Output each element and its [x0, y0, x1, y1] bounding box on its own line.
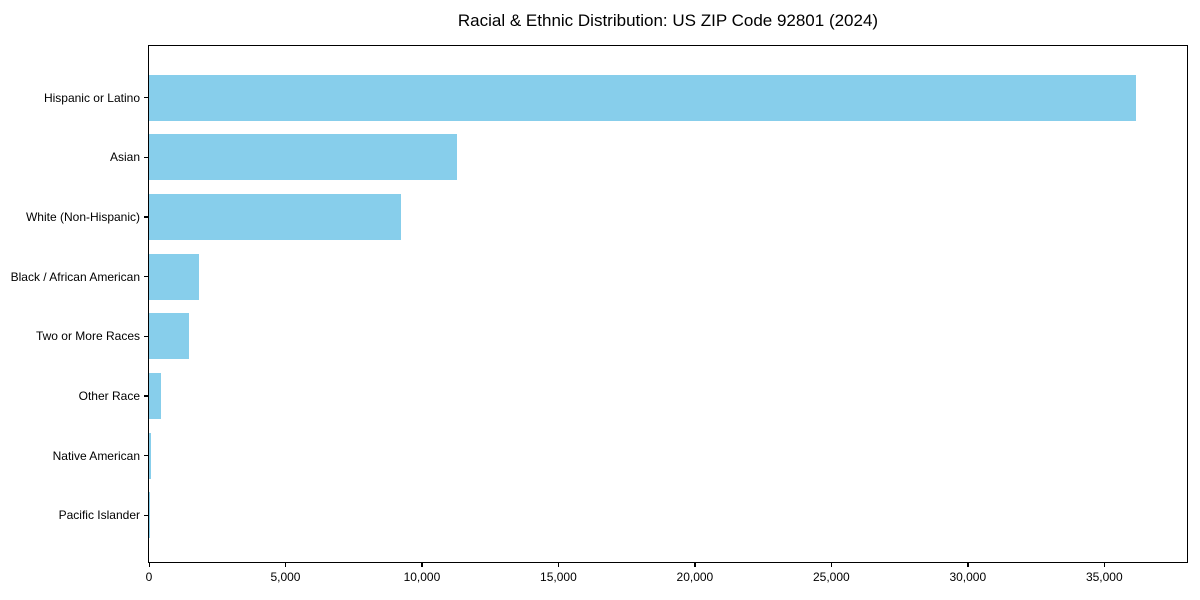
- x-tick-mark: [1103, 563, 1105, 567]
- y-tick-label-asian: Asian: [109, 150, 140, 165]
- y-tick-label-other-race: Other Race: [78, 388, 140, 403]
- bar-pacific-islander: [149, 492, 150, 539]
- x-tick-mark: [421, 563, 423, 567]
- y-tick-mark: [144, 276, 148, 278]
- x-tick-mark: [694, 563, 696, 567]
- y-tick-mark: [144, 335, 148, 337]
- y-tick-label-native-american: Native American: [52, 448, 140, 463]
- bar-white-non-hispanic: [149, 193, 401, 240]
- y-tick-label-black-african-american: Black / African American: [10, 269, 140, 284]
- y-tick-mark: [144, 97, 148, 99]
- plot-area: [148, 45, 1188, 563]
- y-tick-label-white-non-hispanic: White (Non-Hispanic): [25, 209, 140, 224]
- x-tick-mark: [284, 563, 287, 567]
- bar-other-race: [149, 372, 161, 419]
- bar-black-african-american: [149, 253, 199, 300]
- y-tick-mark: [144, 514, 148, 516]
- x-tick-label-25000: 25,000: [812, 570, 850, 584]
- x-tick-label-5000: 5,000: [270, 570, 301, 584]
- bar-native-american: [149, 432, 151, 479]
- chart-title: Racial & Ethnic Distribution: US ZIP Cod…: [457, 11, 879, 30]
- x-tick-label-20000: 20,000: [676, 570, 714, 584]
- bar-asian: [149, 134, 458, 181]
- y-tick-mark: [144, 216, 148, 218]
- bar-hispanic-or-latino: [149, 74, 1136, 121]
- y-tick-label-pacific-islander: Pacific Islander: [58, 508, 140, 523]
- y-tick-mark: [144, 156, 148, 158]
- x-tick-mark: [967, 563, 969, 567]
- bar-two-or-more-races: [149, 313, 189, 360]
- y-tick-mark: [144, 395, 148, 397]
- x-tick-label-10000: 10,000: [403, 570, 441, 584]
- x-tick-label-15000: 15,000: [540, 570, 577, 584]
- y-tick-label-two-or-more-races: Two or More Races: [35, 329, 140, 344]
- x-tick-mark: [557, 563, 560, 567]
- x-tick-mark: [830, 563, 833, 567]
- x-tick-label-30000: 30,000: [949, 570, 987, 584]
- x-tick-label-0: 0: [145, 570, 153, 584]
- x-tick-label-35000: 35,000: [1085, 570, 1123, 584]
- x-tick-mark: [148, 563, 150, 567]
- y-tick-mark: [144, 455, 148, 457]
- y-tick-label-hispanic-or-latino: Hispanic or Latino: [43, 90, 140, 105]
